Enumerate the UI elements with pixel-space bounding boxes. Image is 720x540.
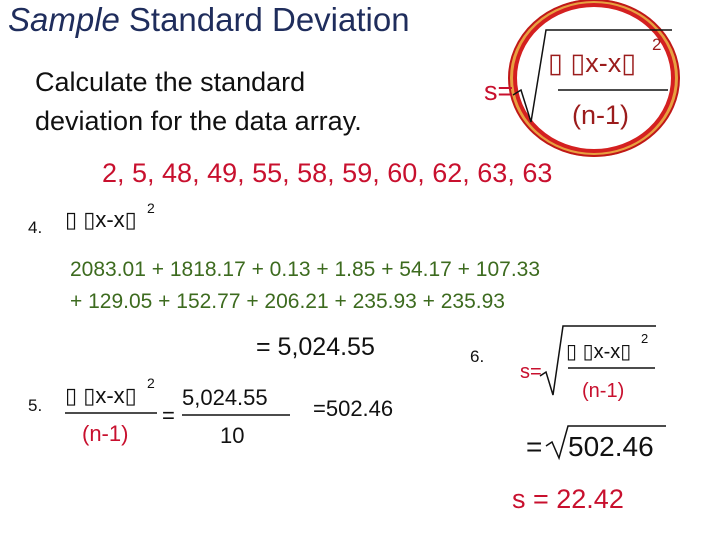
step-number: 4. (28, 218, 42, 237)
step-numerator: ▯ ▯x-x▯ (566, 341, 631, 363)
step-numerator: ▯ ▯x-x▯ (65, 207, 137, 232)
fraction-numerator: 5,024.55 (182, 385, 268, 410)
formula-highlight (508, 0, 680, 157)
sum-line: 2083.01 + 1818.17 + 0.13 + 1.85 + 54.17 … (70, 258, 540, 281)
formula-numerator: ▯ ▯x-x▯ (548, 48, 636, 78)
formula-exponent: 2 (652, 35, 661, 54)
step-exponent: 2 (147, 200, 155, 216)
sum-line: + 129.05 + 152.77 + 206.21 + 235.93 + 23… (70, 290, 505, 313)
title-rest: Standard Deviation (129, 1, 410, 38)
sqrt-sign (539, 325, 656, 396)
step-result: =502.46 (313, 396, 393, 421)
step-number: 6. (470, 347, 484, 366)
step-exponent: 2 (641, 331, 648, 346)
sum-total: = 5,024.55 (256, 333, 375, 361)
title: Sample Standard Deviation (8, 1, 410, 38)
instruction-line: deviation for the data array. (35, 106, 362, 136)
sqrt-sign (512, 29, 672, 123)
step-exponent: 2 (147, 375, 155, 391)
formula-denominator: (n-1) (572, 100, 629, 130)
title-italic: Sample (8, 1, 120, 38)
instruction-line: Calculate the standard (35, 67, 305, 97)
step-denominator: (n-1) (582, 380, 624, 402)
final-answer: s = 22.42 (512, 484, 624, 514)
equals: = (526, 431, 542, 462)
equals: = (162, 403, 175, 428)
step-numerator: ▯ ▯x-x▯ (65, 383, 137, 408)
step-denominator: (n-1) (82, 421, 128, 446)
sqrt-sign (545, 425, 666, 461)
fraction-denominator: 10 (220, 423, 244, 448)
radicand: 502.46 (568, 431, 654, 462)
data-array: 2, 5, 48, 49, 55, 58, 59, 60, 62, 63, 63 (102, 158, 552, 188)
formula-lhs: s= (484, 76, 513, 106)
step-number: 5. (28, 396, 42, 415)
step-lhs: s= (520, 361, 542, 383)
